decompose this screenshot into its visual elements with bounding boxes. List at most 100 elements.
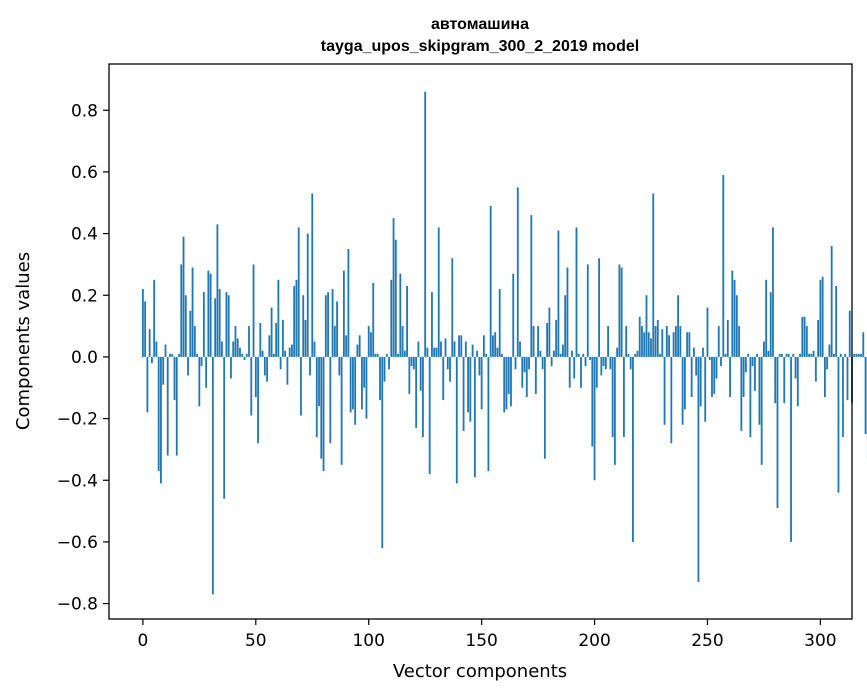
bar-32	[214, 298, 217, 357]
bar-215	[627, 353, 630, 357]
bar-41	[234, 326, 237, 357]
bar-70	[300, 356, 302, 416]
y-tick-label: −0.2	[57, 410, 98, 430]
bar-170	[525, 356, 528, 397]
bar-87	[338, 356, 341, 376]
bar-128	[431, 292, 433, 357]
bar-303	[826, 356, 829, 370]
bar-252	[711, 356, 713, 397]
bar-85	[333, 326, 336, 357]
bar-318	[860, 353, 862, 357]
bar-79	[320, 356, 323, 459]
bar-90	[345, 335, 348, 357]
bar-127	[428, 356, 431, 475]
bar-119	[410, 356, 413, 367]
bar-279	[772, 227, 774, 357]
bar-148	[476, 350, 479, 357]
bar-218	[634, 353, 637, 357]
bar-93	[352, 356, 354, 410]
bar-191	[573, 356, 576, 379]
bar-251	[708, 356, 711, 360]
bar-92	[349, 356, 352, 413]
bar-185	[559, 353, 562, 357]
bar-138	[453, 341, 456, 357]
bar-89	[342, 270, 345, 357]
bar-84	[331, 289, 334, 357]
bar-297	[812, 350, 815, 357]
bar-69	[297, 227, 300, 357]
bar-121	[415, 356, 418, 428]
bar-81	[324, 295, 327, 357]
bar-262	[733, 279, 736, 357]
bar-28	[205, 356, 208, 388]
bar-107	[383, 356, 386, 382]
bar-52	[259, 323, 262, 357]
bar-36	[223, 356, 226, 499]
bar-150	[480, 356, 483, 410]
bar-13	[171, 353, 174, 357]
x-tick-label: 50	[245, 631, 267, 651]
bar-249	[704, 356, 707, 422]
bar-22	[191, 267, 194, 357]
bar-63	[284, 350, 287, 357]
bar-141	[460, 335, 463, 357]
y-tick-label: 0.6	[71, 163, 98, 183]
bar-270	[751, 356, 754, 367]
bar-277	[767, 350, 770, 357]
bar-46	[245, 353, 248, 357]
bar-165	[514, 356, 517, 370]
bar-109	[388, 356, 390, 370]
bar-272	[756, 353, 759, 357]
bar-25	[198, 356, 201, 407]
bar-161	[505, 356, 508, 410]
bar-193	[577, 353, 580, 357]
bar-132	[440, 341, 442, 357]
x-tick-label: 150	[465, 631, 497, 651]
bar-259	[726, 319, 729, 357]
bar-177	[541, 356, 544, 370]
bar-301	[821, 276, 824, 357]
bar-237	[677, 295, 680, 357]
bar-40	[232, 341, 235, 357]
bar-96	[358, 335, 361, 357]
bar-14	[173, 356, 176, 401]
bar-172	[530, 215, 533, 357]
y-tick-label: −0.4	[57, 471, 98, 491]
bar-299	[817, 319, 820, 357]
bar-97	[361, 356, 363, 410]
bar-112	[394, 239, 397, 357]
bar-37	[225, 292, 228, 357]
bar-98	[363, 356, 366, 388]
bar-225	[650, 338, 652, 357]
bar-154	[489, 205, 492, 357]
bar-269	[749, 356, 752, 438]
bar-42	[236, 338, 239, 357]
bar-256	[720, 356, 722, 367]
bar-111	[392, 218, 395, 357]
bar-67	[293, 286, 296, 357]
bar-197	[586, 264, 589, 357]
bar-219	[636, 350, 639, 357]
bar-4	[151, 356, 153, 364]
bar-105	[379, 356, 381, 401]
x-tick-label: 200	[578, 631, 610, 651]
bar-120	[412, 356, 415, 370]
bar-288	[792, 353, 795, 357]
bar-140	[458, 335, 460, 357]
bar-294	[805, 326, 808, 357]
bar-64	[286, 356, 289, 385]
bar-80	[322, 356, 325, 471]
bar-203	[600, 356, 603, 376]
bar-253	[713, 356, 716, 394]
bar-199	[591, 356, 594, 447]
bar-12	[169, 353, 171, 357]
bar-206	[607, 326, 609, 357]
bar-171	[528, 356, 530, 370]
bar-17	[180, 264, 183, 357]
y-tick-label: −0.6	[57, 533, 98, 553]
bar-30	[209, 273, 212, 357]
bar-155	[492, 335, 494, 357]
y-tick-label: −0.8	[57, 595, 98, 615]
bar-234	[670, 356, 673, 444]
bar-247	[699, 356, 702, 407]
